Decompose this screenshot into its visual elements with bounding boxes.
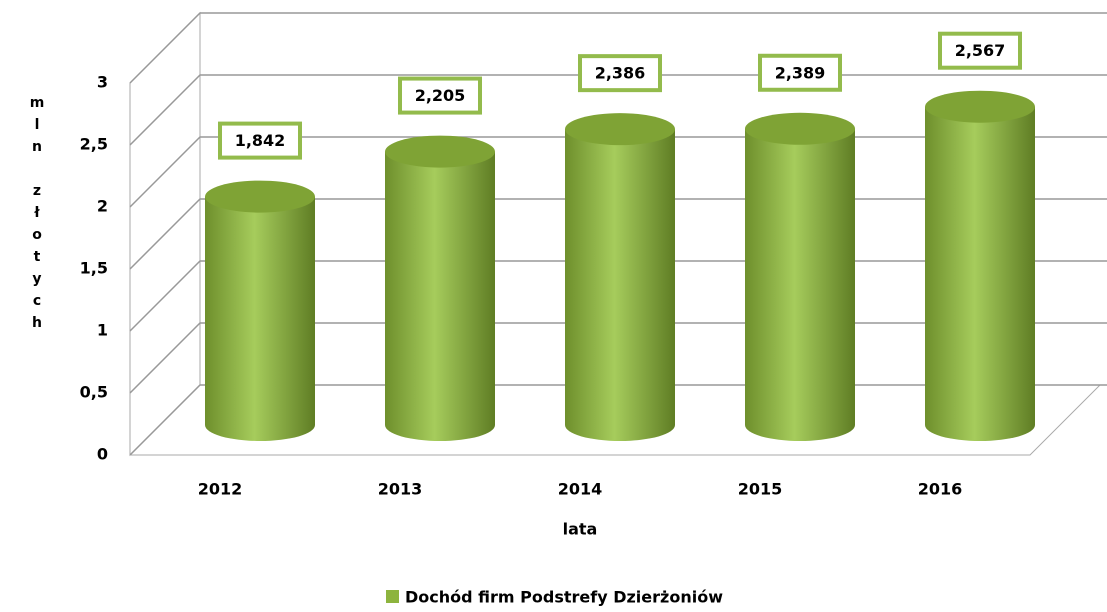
y-tick-label: 0,5 [80, 383, 108, 402]
value-label: 1,842 [235, 131, 286, 150]
x-tick-label: 2016 [918, 480, 963, 499]
cylinder [565, 129, 675, 442]
y-tick-label: 1,5 [80, 259, 108, 278]
y-axis-label: mln złotych [29, 95, 45, 337]
x-tick-label: 2014 [558, 480, 603, 499]
y-tick-label: 3 [97, 73, 108, 92]
cylinder [385, 151, 495, 441]
y-tick-label: 2 [97, 197, 108, 216]
value-label: 2,205 [415, 86, 466, 105]
value-label-box [758, 53, 842, 92]
cylinder-top [925, 90, 1035, 123]
cylinder-top [565, 113, 675, 146]
cylinder-top [205, 180, 315, 213]
value-label: 2,567 [955, 41, 1006, 60]
grid-line [129, 12, 1107, 84]
legend-label: Dochód firm Podstrefy Dzierżoniów [405, 588, 723, 607]
legend-swatch [386, 590, 399, 603]
y-tick-label: 2,5 [80, 135, 108, 154]
x-axis-label: lata [563, 520, 598, 539]
cylinder [925, 106, 1035, 441]
x-tick-label: 2015 [738, 480, 783, 499]
y-tick-label: 0 [97, 445, 108, 464]
value-label-box [218, 121, 302, 160]
value-label-box [938, 31, 1022, 70]
value-label-box [398, 76, 482, 115]
x-tick-label: 2013 [378, 480, 423, 499]
cylinder-top [385, 135, 495, 168]
value-label: 2,386 [595, 64, 646, 83]
cylinder-top [745, 112, 855, 145]
cylinder [745, 128, 855, 441]
x-tick-label: 2012 [198, 480, 243, 499]
value-label-box [578, 54, 662, 93]
cylinder [205, 196, 315, 441]
y-tick-label: 1 [97, 321, 108, 340]
value-label: 2,389 [775, 63, 826, 82]
